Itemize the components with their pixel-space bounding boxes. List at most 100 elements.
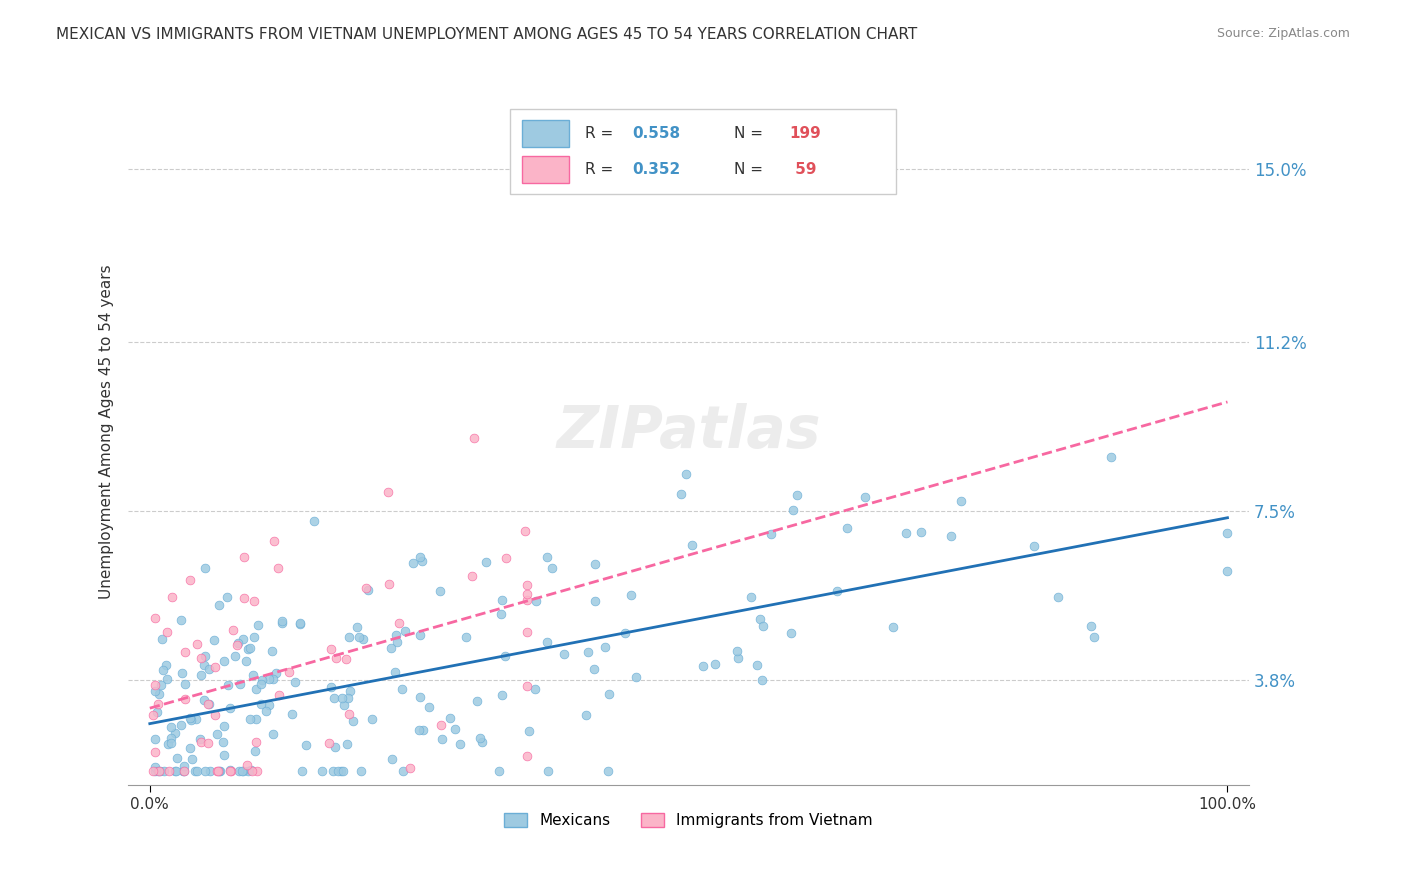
- Immigrants from Vietnam: [179, 573, 201, 587]
- Immigrants from Vietnam: [516, 625, 538, 640]
- Mexicans: [409, 628, 432, 642]
- Mexicans: [262, 727, 284, 741]
- Mexicans: [163, 726, 186, 740]
- Immigrants from Vietnam: [197, 735, 219, 749]
- Mexicans: [910, 524, 932, 539]
- Immigrants from Vietnam: [516, 578, 538, 592]
- Immigrants from Vietnam: [463, 431, 485, 445]
- Mexicans: [409, 690, 432, 704]
- Immigrants from Vietnam: [243, 594, 266, 608]
- Mexicans: [173, 764, 195, 779]
- Mexicans: [418, 700, 440, 714]
- Immigrants from Vietnam: [156, 625, 179, 640]
- Mexicans: [537, 764, 560, 779]
- Immigrants from Vietnam: [190, 650, 212, 665]
- Mexicans: [202, 633, 225, 648]
- Mexicans: [311, 764, 333, 779]
- Text: N =: N =: [734, 162, 768, 177]
- Text: MEXICAN VS IMMIGRANTS FROM VIETNAM UNEMPLOYMENT AMONG AGES 45 TO 54 YEARS CORREL: MEXICAN VS IMMIGRANTS FROM VIETNAM UNEMP…: [56, 27, 918, 42]
- Mexicans: [384, 627, 406, 641]
- Immigrants from Vietnam: [516, 749, 538, 764]
- Mexicans: [165, 764, 187, 779]
- Mexicans: [524, 594, 547, 608]
- Immigrants from Vietnam: [173, 645, 195, 659]
- Mexicans: [761, 527, 783, 541]
- Text: R =: R =: [585, 162, 619, 177]
- Mexicans: [332, 764, 354, 779]
- Mexicans: [326, 764, 349, 779]
- Mexicans: [172, 666, 194, 681]
- Mexicans: [302, 514, 325, 528]
- Mexicans: [165, 764, 187, 779]
- Mexicans: [153, 764, 176, 779]
- Mexicans: [429, 583, 451, 598]
- Mexicans: [239, 712, 262, 726]
- Mexicans: [357, 583, 380, 598]
- Mexicans: [322, 764, 344, 779]
- Mexicans: [853, 491, 876, 505]
- Text: 0.352: 0.352: [633, 162, 681, 177]
- Mexicans: [412, 723, 434, 738]
- Mexicans: [681, 538, 703, 552]
- Mexicans: [352, 632, 374, 646]
- Mexicans: [148, 764, 170, 779]
- Immigrants from Vietnam: [190, 734, 212, 748]
- Mexicans: [1216, 564, 1239, 578]
- Mexicans: [319, 680, 342, 694]
- Mexicans: [330, 764, 353, 779]
- Mexicans: [323, 691, 346, 706]
- Immigrants from Vietnam: [461, 568, 484, 582]
- Bar: [522, 120, 569, 147]
- Mexicans: [228, 764, 250, 779]
- Text: 59: 59: [790, 162, 815, 177]
- Mexicans: [596, 764, 619, 779]
- Mexicans: [156, 673, 179, 687]
- Mexicans: [212, 748, 235, 763]
- Mexicans: [786, 488, 808, 502]
- Text: ZIPatlas: ZIPatlas: [557, 403, 821, 459]
- Mexicans: [219, 763, 242, 777]
- Mexicans: [198, 697, 221, 711]
- Mexicans: [291, 764, 314, 779]
- Immigrants from Vietnam: [233, 591, 256, 605]
- Mexicans: [250, 677, 273, 691]
- Mexicans: [156, 738, 179, 752]
- Mexicans: [235, 654, 257, 668]
- Mexicans: [239, 640, 262, 655]
- Text: N =: N =: [734, 127, 768, 141]
- Mexicans: [536, 635, 558, 649]
- Mexicans: [384, 665, 406, 679]
- Mexicans: [391, 681, 413, 696]
- Mexicans: [725, 644, 748, 658]
- Mexicans: [170, 718, 193, 732]
- Mexicans: [271, 615, 294, 630]
- Mexicans: [402, 556, 425, 570]
- Mexicans: [243, 630, 266, 644]
- Mexicans: [143, 684, 166, 698]
- Mexicans: [145, 706, 167, 720]
- Immigrants from Vietnam: [225, 638, 247, 652]
- Mexicans: [536, 549, 558, 564]
- Immigrants from Vietnam: [204, 660, 226, 674]
- Immigrants from Vietnam: [157, 764, 180, 779]
- Mexicans: [245, 681, 267, 696]
- Immigrants from Vietnam: [197, 697, 219, 711]
- Mexicans: [159, 731, 181, 746]
- Mexicans: [346, 620, 368, 634]
- Bar: [522, 156, 569, 183]
- Mexicans: [614, 626, 637, 640]
- Mexicans: [449, 737, 471, 751]
- FancyBboxPatch shape: [510, 109, 896, 194]
- Mexicans: [145, 764, 167, 779]
- Mexicans: [219, 701, 242, 715]
- Mexicans: [179, 711, 201, 725]
- Mexicans: [408, 723, 430, 737]
- Mexicans: [236, 764, 259, 779]
- Text: 0.558: 0.558: [633, 127, 681, 141]
- Mexicans: [180, 714, 202, 728]
- Mexicans: [470, 731, 492, 745]
- Mexicans: [250, 673, 273, 687]
- Mexicans: [208, 598, 231, 612]
- Mexicans: [692, 659, 714, 673]
- Immigrants from Vietnam: [219, 764, 242, 779]
